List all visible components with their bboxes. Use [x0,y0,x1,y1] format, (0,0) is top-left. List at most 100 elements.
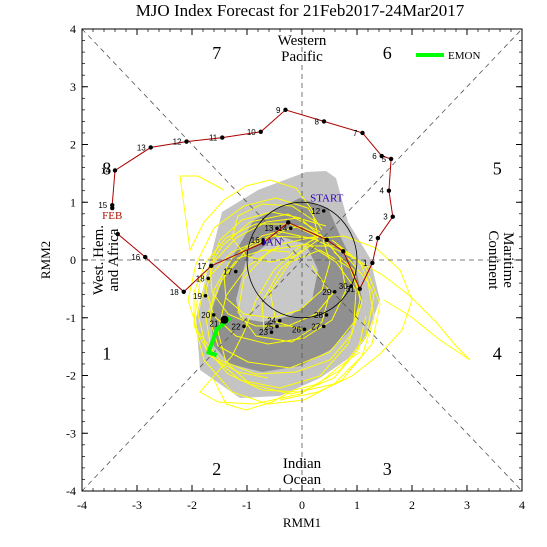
forecast-day-label: 23 [259,328,268,337]
ensemble-mean-series [205,315,232,358]
x-tick-label: -4 [77,498,87,512]
y-tick-label: 0 [70,253,76,267]
phase-labels: 12 3 4 5 6 7 8 [102,43,502,479]
forecast-point [203,294,208,298]
observed-point [321,119,327,124]
y-tick-label: 1 [70,195,76,209]
observed-point [341,249,346,254]
observed-point [360,130,365,136]
phase-label: 7 [212,43,221,63]
region-label-bottom-line1: Indian [283,456,322,472]
observed-day-label: 4 [379,187,384,196]
observed-day-label: 12 [173,138,182,147]
forecast-day-label: 14 [278,224,287,233]
observed-point [184,139,189,144]
observed-day-label: 10 [247,128,256,137]
forecast-day-label: 18 [196,274,205,283]
region-label-bottom-line2: Ocean [283,472,322,488]
x-tick-label: -3 [132,498,142,512]
forecast-point [275,226,279,231]
chart-title: MJO Index Forecast for 21Feb2017-24Mar20… [136,1,465,20]
forecast-point [349,284,354,288]
observed-point [258,129,263,134]
observed-day-label: 15 [98,201,107,210]
ensemble-spread-core [236,236,318,322]
phase-grid [81,28,523,492]
phase-label: 2 [212,459,221,479]
forecast-point [302,327,307,332]
phase-label: 5 [493,159,502,179]
legend-label: EMON [448,50,480,62]
observed-point [388,156,394,162]
observed-point [283,107,288,113]
observed-point [379,153,384,159]
x-axis-label: RMM1 [283,515,321,530]
annotation-jan: JAN [262,237,282,249]
observed-point [112,168,118,173]
region-label-right-line2: Continent [485,230,501,290]
forecast-point [242,324,246,329]
x-tick-label: 3 [464,498,470,512]
forecast-day-label: 29 [322,288,331,297]
observed-day-label: 14 [101,166,110,175]
observed-point [115,231,120,237]
ensemble-member-line [209,211,335,327]
ensemble-member-line [315,239,471,361]
x-tick-label: 0 [299,498,305,512]
phase-label: 3 [383,459,392,479]
ensemble-member-line [179,175,319,252]
forecast-day-label: 30 [339,282,348,291]
forecast-day-label: 21 [210,320,219,329]
observed-day-label: 31 [346,285,355,294]
phase-label: 8 [102,159,111,179]
forecast-start-marker [220,315,229,324]
forecast-day-label: 27 [311,322,320,331]
annotation-feb: FEB [102,210,122,222]
forecast-day-label: 26 [292,325,301,334]
forecast-point [332,289,337,294]
observed-point [110,202,115,208]
observed-day-label: 8 [315,117,320,126]
region-label-left-line1: West. Hem. [91,225,107,295]
y-axis-label: RMM2 [38,241,53,279]
forecast-day-label: 17 [223,268,232,277]
y-tick-label: -2 [66,369,76,383]
ensemble-member-line [193,213,381,405]
phase-label: 6 [383,43,392,63]
observed-day-label: 13 [137,143,146,152]
y-tick-label: 3 [70,80,76,94]
observed-point [390,214,395,219]
observed-day-label: 6 [372,152,377,161]
ensemble-member-line [223,235,331,319]
observed-point [375,235,381,241]
x-tick-label: 4 [519,498,525,512]
forecast-day-label: 16 [251,236,260,245]
observed-point [261,240,266,245]
forecast-point [233,269,238,274]
region-label-left-line2: and Africa [106,228,122,291]
observed-day-label: 3 [383,213,388,222]
forecast-day-label: 20 [201,311,210,320]
x-tick-label: -2 [187,498,197,512]
ensemble-member-line [231,203,319,263]
observed-point [370,260,375,266]
observed-day-label: 2 [368,234,373,243]
forecast-day-label: 13 [265,224,274,233]
observed-point [286,220,291,225]
y-tick-label: 2 [70,138,76,152]
ensemble-member-line [213,351,361,411]
forecast-day-label: 24 [267,317,276,326]
observed-day-label: 16 [131,253,140,262]
x-axis: -4 -3 -2 -1 0 1 2 3 4 [77,29,525,512]
forecast-point [211,313,216,317]
observed-point [181,289,186,294]
legend: EMON [416,50,480,62]
forecast-point [321,324,326,329]
amplitude-circle [246,201,358,319]
y-tick-label: 4 [70,22,76,36]
x-tick-label: 1 [354,498,360,512]
